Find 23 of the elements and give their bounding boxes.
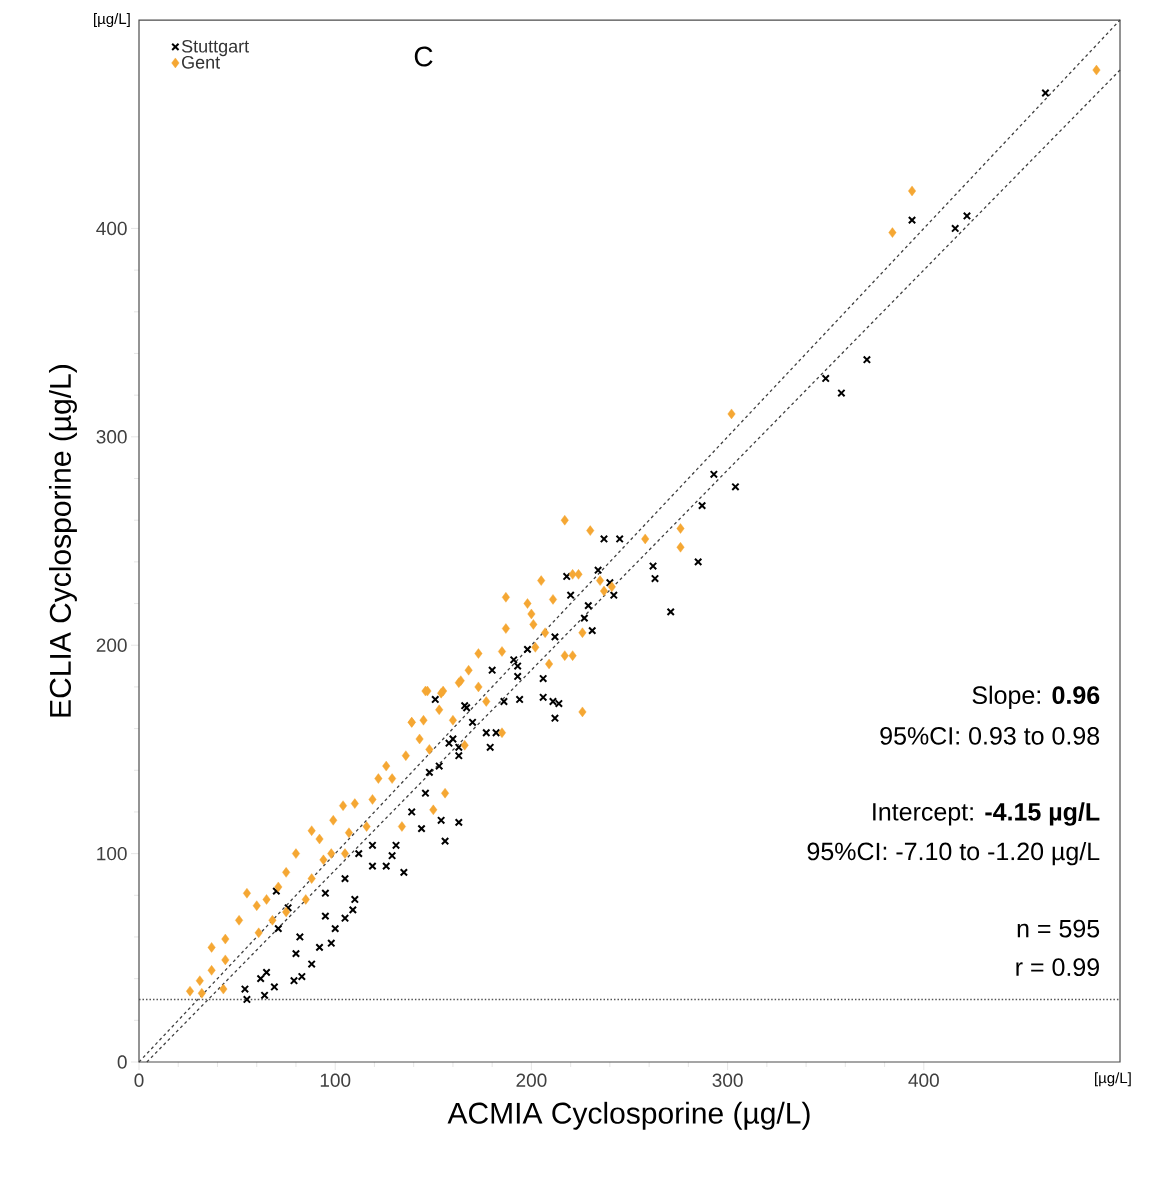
annotation: n = 595	[1017, 919, 1100, 938]
x-tick-label: 200	[516, 1073, 547, 1087]
y-axis-title: ECLIA Cyclosporine (µg/L)	[48, 365, 77, 717]
legend-label: Gent	[182, 55, 221, 69]
annotation: 95%CI: -7.10 to -1.20 µg/L	[807, 841, 1100, 866]
text: [µg/L]	[1095, 1072, 1131, 1087]
x-tick-label: 400	[908, 1073, 939, 1087]
annotation: Slope: 0.96	[972, 685, 1100, 709]
y-tick-label: 400	[96, 221, 127, 236]
y-tick-label: 100	[97, 846, 127, 861]
y-tick-label: 300	[96, 430, 127, 444]
text: [µg/L]	[94, 13, 130, 28]
x-axis-title: ACMIA Cyclosporine (µg/L)	[447, 1101, 810, 1130]
x-tick-label: 300	[712, 1073, 743, 1087]
annotation: Intercept: -4.15 µg/L	[873, 802, 1100, 826]
legend-label: Stuttgart	[181, 39, 250, 57]
y-tick-label: 0	[117, 1055, 127, 1069]
y-tick-label: 200	[96, 638, 127, 652]
annotation: C	[414, 46, 433, 67]
x-tick-label: 100	[320, 1073, 351, 1087]
annotation: 95%CI: 0.93 to 0.98	[880, 727, 1100, 745]
x-tick-label: 0	[134, 1073, 144, 1087]
annotation: r = 0.99	[1016, 958, 1099, 977]
